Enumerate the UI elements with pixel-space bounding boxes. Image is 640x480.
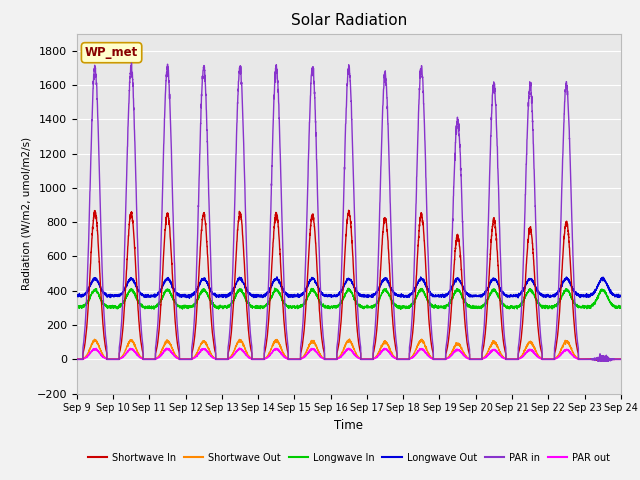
X-axis label: Time: Time (334, 419, 364, 432)
Text: WP_met: WP_met (85, 46, 138, 59)
Y-axis label: Radiation (W/m2, umol/m2/s): Radiation (W/m2, umol/m2/s) (21, 137, 31, 290)
Legend: Shortwave In, Shortwave Out, Longwave In, Longwave Out, PAR in, PAR out: Shortwave In, Shortwave Out, Longwave In… (84, 449, 614, 467)
Title: Solar Radiation: Solar Radiation (291, 13, 407, 28)
